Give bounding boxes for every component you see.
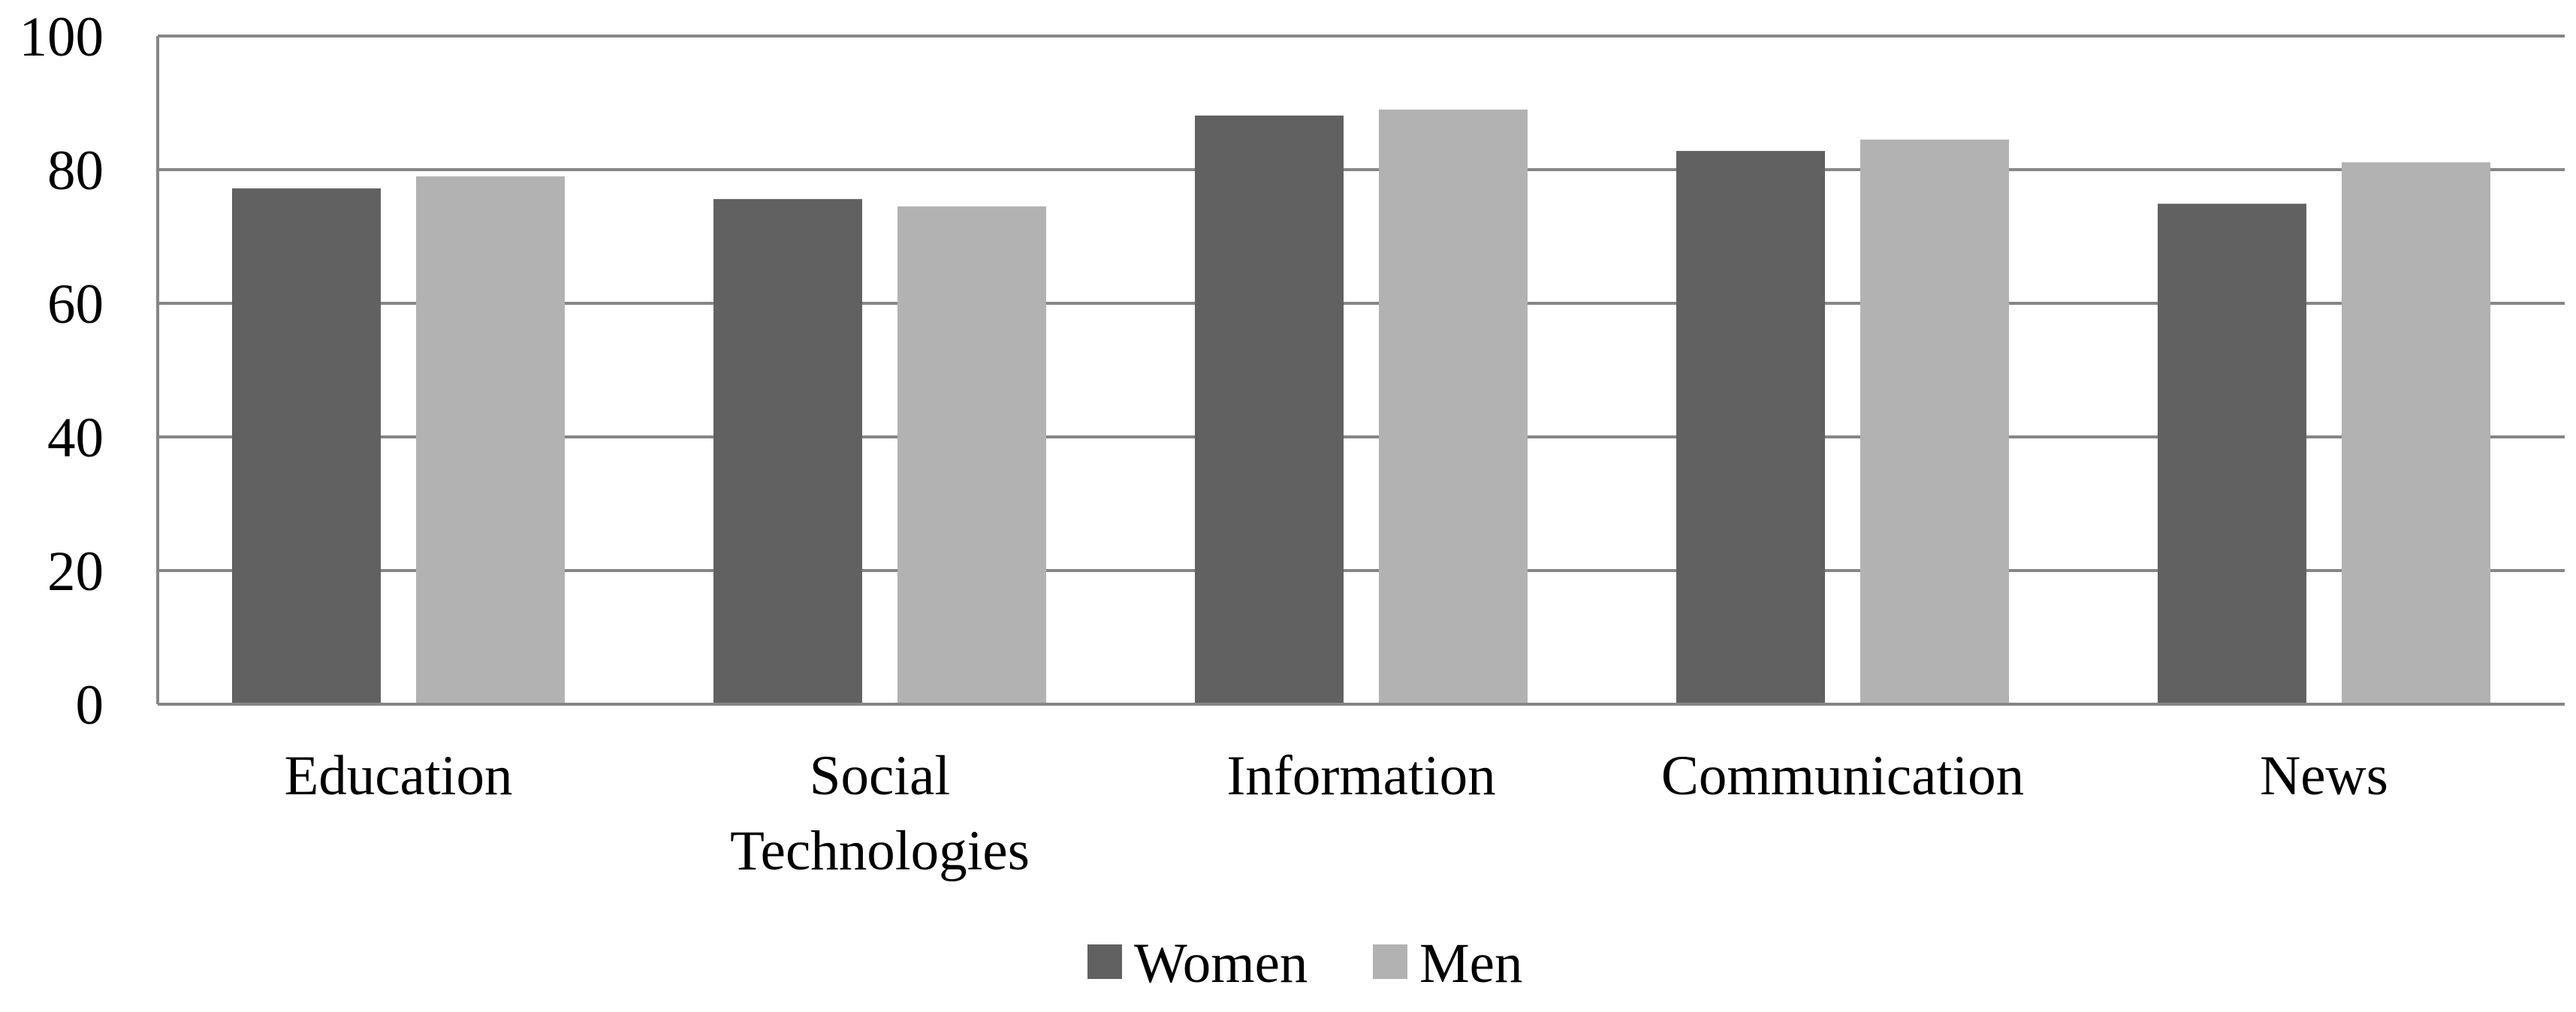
legend-swatch-men: [1373, 944, 1407, 979]
x-category-label: Social Technologies: [730, 745, 1030, 882]
x-category-label: Communication: [1661, 745, 2024, 807]
y-tick-label: 0: [76, 674, 104, 736]
y-tick-label: 60: [47, 273, 104, 336]
bar-men-0: [416, 176, 565, 704]
x-category-label: Education: [284, 745, 512, 807]
legend: Women Men: [1087, 932, 1522, 995]
bar-men-3: [1860, 139, 2009, 704]
x-axis-category-labels: Education Social Technologies Information Co…: [284, 745, 2387, 882]
bar-women-4: [2158, 203, 2306, 704]
bar-women-2: [1195, 115, 1344, 704]
y-tick-label: 40: [47, 407, 104, 469]
bars: [232, 109, 2490, 705]
x-category-label-line: Education: [284, 745, 512, 807]
legend-label-women: Women: [1134, 932, 1308, 995]
bar-women-3: [1676, 151, 1825, 704]
y-axis-tick-labels: 0 20 40 60 80 100: [20, 6, 104, 736]
y-tick-label: 100: [20, 6, 104, 68]
bar-men-1: [897, 206, 1046, 704]
axes: [156, 36, 2565, 706]
x-category-label-line: News: [2260, 745, 2388, 807]
x-category-label-line: Communication: [1661, 745, 2024, 807]
y-tick-label: 80: [47, 140, 104, 202]
x-category-label: Information: [1226, 745, 1495, 807]
bar-women-0: [232, 188, 381, 705]
x-category-label: News: [2260, 745, 2388, 807]
legend-label-men: Men: [1419, 932, 1522, 995]
legend-swatch-women: [1087, 944, 1122, 979]
bar-men-4: [2342, 162, 2490, 704]
bar-men-2: [1379, 109, 1528, 704]
x-category-label-line: Information: [1226, 745, 1495, 807]
y-tick-label: 20: [47, 541, 104, 603]
x-category-label-line: Social: [810, 745, 950, 807]
x-category-label-line: Technologies: [730, 820, 1030, 882]
bar-women-1: [713, 199, 862, 704]
